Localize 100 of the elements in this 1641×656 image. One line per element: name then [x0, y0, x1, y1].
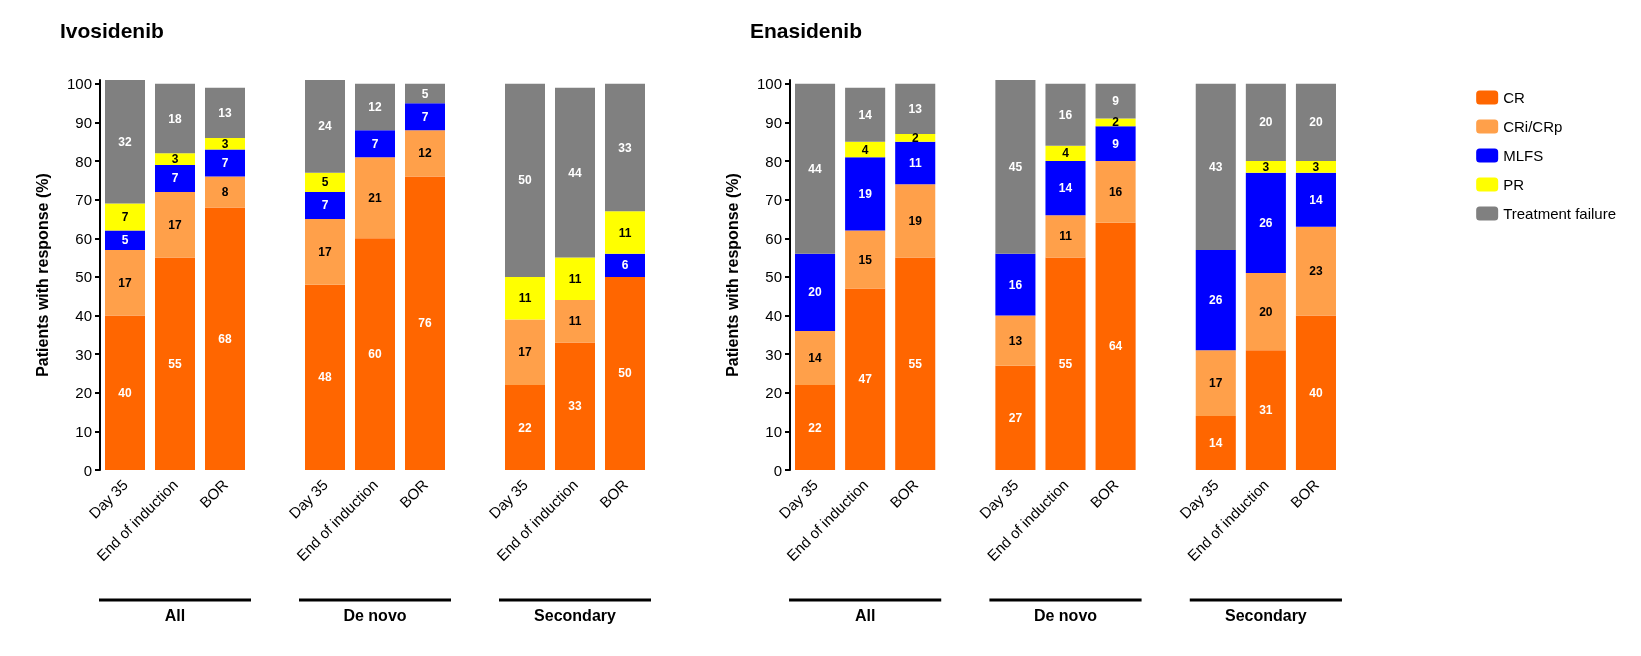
bar [155, 153, 195, 165]
bar [105, 249, 145, 316]
data-label: 22 [518, 420, 532, 435]
data-label: 4 [861, 142, 869, 157]
bar [1095, 161, 1136, 223]
y-tick-label: 40 [75, 307, 92, 325]
bar [1045, 145, 1086, 162]
bar [895, 257, 936, 470]
data-label: 18 [168, 111, 182, 126]
data-label: 2 [1112, 115, 1120, 130]
bar [355, 157, 395, 239]
data-label: 8 [221, 184, 229, 199]
bar [1095, 126, 1136, 162]
data-label: 19 [858, 186, 873, 201]
data-label: 11 [618, 225, 632, 240]
bar [1045, 257, 1086, 470]
text: De novo [1033, 606, 1098, 624]
bar [605, 83, 645, 212]
data-label: 48 [318, 370, 332, 385]
bar [155, 257, 195, 470]
y-tick-label: 50 [765, 268, 782, 286]
data-label: 11 [568, 314, 582, 329]
data-label: 45 [1008, 159, 1023, 174]
data-label: 16 [1108, 184, 1123, 199]
bar [205, 207, 245, 470]
bar [1295, 172, 1336, 227]
data-label: 14 [1309, 192, 1323, 207]
data-label: 7 [321, 198, 329, 213]
data-label: 26 [1209, 293, 1223, 308]
bar [1245, 172, 1286, 274]
data-label: 17 [318, 244, 332, 259]
data-label: 14 [1058, 181, 1073, 196]
bar [305, 284, 345, 470]
legend-label: CR [1503, 89, 1526, 106]
bar [155, 83, 195, 154]
data-label: 44 [808, 161, 823, 176]
y-axis-title: Patients with response (%) [723, 173, 741, 377]
bar [505, 276, 545, 320]
data-label: 3 [171, 152, 179, 167]
bar [355, 238, 395, 470]
bar [1195, 350, 1236, 416]
text: De novo [343, 606, 407, 624]
y-tick-label: 40 [765, 307, 782, 325]
y-tick-label: 20 [765, 384, 782, 402]
data-label: 27 [1008, 410, 1023, 425]
data-label: 50 [518, 173, 532, 188]
data-label: 17 [118, 275, 132, 290]
data-label: 17 [518, 345, 532, 360]
bar [505, 83, 545, 277]
data-label: 6 [621, 258, 629, 273]
bar [845, 288, 886, 470]
bar [555, 87, 595, 258]
y-tick-label: 50 [75, 268, 92, 286]
data-label: 12 [418, 146, 432, 161]
data-label: 9 [1112, 136, 1120, 151]
bar [795, 253, 836, 331]
bar [1195, 415, 1236, 470]
bar [355, 83, 395, 131]
bar [605, 276, 645, 470]
data-label: 20 [1259, 115, 1273, 130]
bar [205, 149, 245, 177]
data-label: 11 [568, 271, 582, 286]
bar [895, 83, 936, 135]
y-tick-label: 90 [765, 113, 782, 131]
data-label: 5 [321, 175, 329, 190]
data-label: 7 [421, 109, 429, 124]
data-label: 14 [1209, 435, 1223, 450]
data-label: 26 [1259, 215, 1273, 230]
bar [1295, 83, 1336, 162]
bar [305, 191, 345, 220]
y-tick-label: 30 [765, 345, 782, 363]
bar [505, 319, 545, 386]
bar [795, 385, 836, 470]
y-tick-label: 20 [75, 384, 92, 402]
bar [895, 184, 936, 258]
bar [995, 253, 1036, 316]
bar [1095, 222, 1136, 470]
legend-label: CRi/CRp [1503, 118, 1563, 135]
bar [845, 157, 886, 231]
data-label: 7 [371, 136, 379, 151]
data-label: 64 [1108, 339, 1123, 354]
data-label: 23 [1309, 264, 1323, 279]
data-label: 3 [221, 136, 229, 151]
y-tick-label: 10 [765, 422, 782, 440]
bar [405, 83, 445, 104]
text: Secondary [534, 606, 617, 624]
y-tick-label: 70 [765, 191, 782, 209]
bar [1095, 83, 1136, 119]
bar [1245, 273, 1286, 351]
data-label: 15 [858, 252, 873, 267]
bar [1245, 161, 1286, 173]
bar [995, 80, 1036, 254]
data-label: 11 [518, 291, 532, 306]
data-label: 20 [1309, 115, 1323, 130]
chart-title: Ivosidenib [60, 19, 164, 42]
bar [505, 385, 545, 470]
bar [1195, 83, 1236, 250]
bar [995, 315, 1036, 366]
data-label: 3 [1262, 159, 1270, 174]
data-label: 2 [911, 130, 919, 145]
